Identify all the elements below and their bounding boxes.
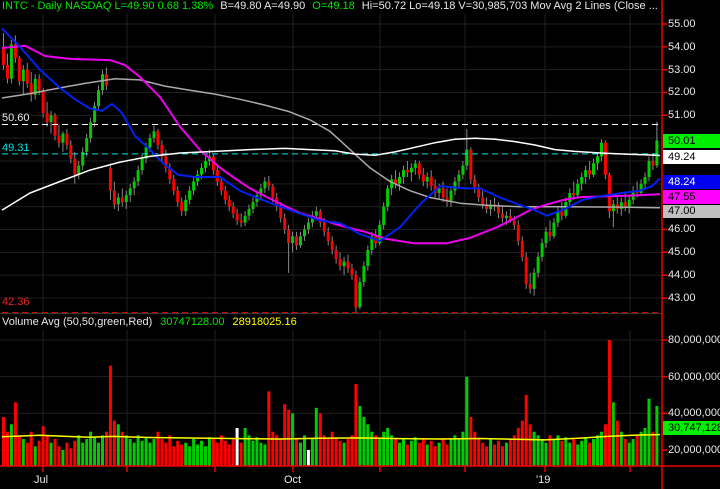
price-axis-label: 51.00 (668, 109, 696, 121)
time-axis-label: Jul (34, 474, 49, 486)
volume-avg-value-yellow: 28918025.16 (232, 316, 297, 328)
volume-avg-value-green: 30747128.00 (160, 316, 225, 328)
price-axis-label: 54.00 (668, 41, 696, 53)
quote-title-bar: INTC - Daily NASDAQ L=49.90 0.68 1.38% B=… (2, 0, 665, 13)
support-line-label: 49.31 (2, 142, 30, 154)
price-axis-label: 44.00 (668, 269, 696, 281)
price-axis-label: 52.00 (668, 86, 696, 98)
resistance-line-label: 50.60 (2, 112, 30, 124)
time-axis-label: '19 (536, 474, 551, 486)
symbol-and-last-quote: INTC - Daily NASDAQ L=49.90 0.68 1.38% (2, 0, 214, 12)
volume-axis-label: 40,000,000 (668, 407, 720, 419)
volume-axis-label: 20,000,000 (668, 444, 720, 456)
volume-avg-badge: 30,747,128 (663, 421, 720, 435)
price-axis-label: 55.00 (668, 18, 696, 30)
open-quote: O=49.18 (312, 0, 355, 12)
bid-ask-quote: B=49.80 A=49.90 (220, 0, 306, 12)
volume-avg-label: Volume Avg (50,50,green,Red) (2, 316, 153, 328)
low-line-label: 42.36 (2, 296, 30, 308)
gray-ma-value-badge: 47.00 (663, 205, 720, 218)
volume-axis-label: 60,000,000 (668, 371, 720, 383)
blue-ma-value-badge: 48.24 (663, 175, 720, 189)
price-axis-label: 45.00 (668, 246, 696, 258)
time-axis-label: Oct (284, 474, 302, 486)
volume-pane-header: Volume Avg (50,50,green,Red) 30747128.00 2… (2, 315, 297, 329)
white-ma-value-badge: 49.24 (663, 150, 720, 164)
last-price-badge: 50.01 (663, 134, 720, 148)
magenta-ma-value-badge: 47.55 (663, 190, 720, 204)
hi-lo-vol-indicator-label: Hi=50.72 Lo=49.18 V=30,985,703 Mov Avg 2… (361, 0, 658, 12)
price-axis-label: 43.00 (668, 292, 696, 304)
volume-axis-label: 80,000,000 (668, 334, 720, 346)
price-axis-label: 46.00 (668, 223, 696, 235)
price-axis-label: 53.00 (668, 64, 696, 76)
